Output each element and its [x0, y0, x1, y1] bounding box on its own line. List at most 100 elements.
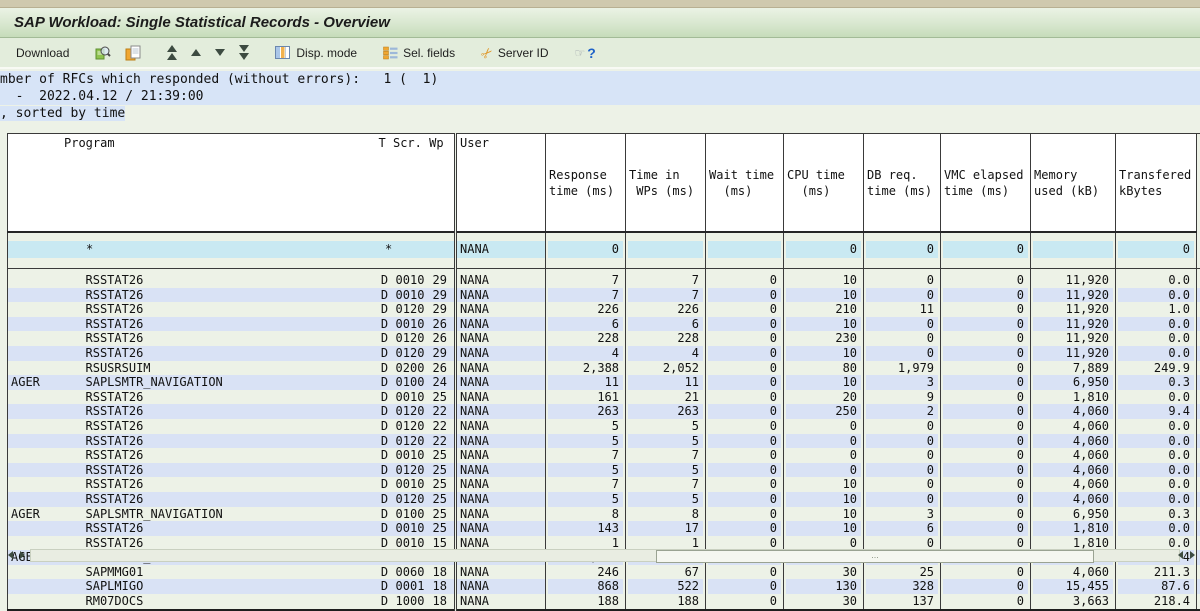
table-row[interactable]: RM07DOCS D 1000 18 NANA 188 188 0 30 137… [8, 594, 1200, 610]
cell-task-type: D [377, 419, 393, 434]
previous-page-button[interactable] [187, 47, 205, 58]
cell-user: NANA [456, 346, 546, 361]
summary-response-cell: 0 [546, 238, 626, 262]
cell-cpu-time: 10 [784, 317, 864, 332]
cell-transfered-kbytes: 0.0 [1116, 390, 1197, 405]
cell-response-time: 5 [546, 419, 626, 434]
scroll-right-button[interactable] [1186, 549, 1198, 560]
cell-cpu-time: 80 [784, 361, 864, 376]
table-row[interactable]: SAPMMG01 D 0060 18 NANA 246 67 0 30 25 0… [8, 565, 1200, 580]
cell-time-in-wps: 7 [626, 288, 706, 303]
table-row[interactable]: RSSTAT26 D 0010 25 NANA 143 17 0 10 6 0 … [8, 521, 1200, 536]
search-button[interactable] [91, 43, 115, 63]
cell-db-req-time: 0 [864, 317, 941, 332]
scrollbar-thumb[interactable]: ... [656, 550, 1094, 563]
cell-transfered-kbytes: 249.9 [1116, 361, 1197, 376]
col-header-program[interactable]: Program [8, 134, 377, 233]
copy-button[interactable] [121, 43, 145, 63]
table-row[interactable]: RSSTAT26 D 0120 22 NANA 263 263 0 250 2 … [8, 404, 1200, 419]
cell-time-in-wps: 11 [626, 375, 706, 390]
table-row[interactable]: RSSTAT26 D 0010 25 NANA 7 7 0 10 0 0 4,0… [8, 477, 1200, 492]
scroll-right-button-left-pair[interactable] [16, 549, 28, 560]
scroll-left-button-right-pair[interactable] [1174, 549, 1186, 560]
col-header-t-scr-wp[interactable]: T Scr. Wp [377, 134, 456, 233]
scrollbar-track[interactable]: ... [30, 549, 1180, 562]
cell-transfered-kbytes: 0.0 [1116, 521, 1197, 536]
server-id-label: Server ID [498, 46, 549, 60]
cell-vmc-elapsed: 0 [941, 288, 1031, 303]
summary-user-cell: NANA [456, 238, 546, 262]
cell-user: NANA [456, 521, 546, 536]
cell-program: SAPLSMTR_NAVIGATION [84, 375, 377, 390]
scroll-left-button[interactable] [4, 549, 16, 560]
table-row[interactable]: RSSTAT26 D 0120 25 NANA 5 5 0 10 0 0 4,0… [8, 492, 1200, 507]
cell-program: SAPLSMTR_NAVIGATION [84, 507, 377, 522]
cell-vmc-elapsed: 0 [941, 273, 1031, 288]
table-row[interactable]: RSSTAT26 D 0010 29 NANA 7 7 0 10 0 0 11,… [8, 288, 1200, 303]
table-row[interactable]: RSSTAT26 D 0010 25 NANA 161 21 0 20 9 0 … [8, 390, 1200, 405]
cell-memory-used: 11,920 [1031, 302, 1116, 317]
cell-overflow [1197, 331, 1200, 346]
table-row[interactable]: RSSTAT26 D 0120 26 NANA 228 228 0 230 0 … [8, 331, 1200, 346]
col-header-db-req-time[interactable]: DB req.time (ms) [864, 134, 941, 233]
table-row[interactable]: RSSTAT26 D 0120 29 NANA 4 4 0 10 0 0 11,… [8, 346, 1200, 361]
cell-memory-used: 11,920 [1031, 331, 1116, 346]
download-button[interactable]: Download [12, 44, 73, 62]
table-row[interactable]: RSSTAT26 D 0010 25 NANA 7 7 0 0 0 0 4,06… [8, 448, 1200, 463]
cell-screen: 0120 [393, 404, 431, 419]
cell-program: RSSTAT26 [84, 434, 377, 449]
last-page-button[interactable] [235, 43, 253, 62]
cell-wait-time: 0 [706, 346, 784, 361]
disp-mode-label: Disp. mode [296, 46, 357, 60]
summary-cpu-cell: 0 [784, 238, 864, 262]
cell-prefix [8, 390, 84, 405]
cell-time-in-wps: 67 [626, 565, 706, 580]
server-id-button[interactable]: ✂ Server ID [477, 44, 552, 62]
cell-user: NANA [456, 361, 546, 376]
cell-overflow [1197, 390, 1200, 405]
table-row[interactable]: RSUSRSUIM D 0200 26 NANA 2,388 2,052 0 8… [8, 361, 1200, 376]
cell-screen: 0060 [393, 565, 431, 580]
col-header-wait-time[interactable]: Wait time (ms) [706, 134, 784, 233]
next-page-button[interactable] [211, 47, 229, 58]
table-row[interactable]: RSSTAT26 D 0010 29 NANA 7 7 0 10 0 0 11,… [8, 273, 1200, 288]
cell-prefix [8, 302, 84, 317]
help-button[interactable]: ☞ ? [571, 43, 600, 63]
col-header-cpu-time[interactable]: CPU time (ms) [784, 134, 864, 233]
cell-transfered-kbytes: 218.4 [1116, 594, 1197, 610]
cell-screen: 0010 [393, 273, 431, 288]
up-arrow-icon [191, 49, 201, 56]
cell-screen: 0200 [393, 361, 431, 376]
table-row[interactable]: RSSTAT26 D 0120 22 NANA 5 5 0 0 0 0 4,06… [8, 419, 1200, 434]
cell-transfered-kbytes: 0.0 [1116, 477, 1197, 492]
table-row[interactable]: SAPLMIGO D 0001 18 NANA 868 522 0 130 32… [8, 579, 1200, 594]
cell-overflow [1197, 579, 1200, 594]
first-page-button[interactable] [163, 43, 181, 62]
cell-prefix [8, 331, 84, 346]
cell-cpu-time: 10 [784, 507, 864, 522]
table-row[interactable]: RSSTAT26 D 0120 29 NANA 226 226 0 210 11… [8, 302, 1200, 317]
summary-program-star: * [86, 241, 93, 258]
table-row[interactable]: AGER SAPLSMTR_NAVIGATION D 0100 24 NANA … [8, 375, 1200, 390]
col-header-user[interactable]: User [456, 134, 546, 233]
cell-wp: 26 [431, 331, 456, 346]
cell-overflow [1197, 434, 1200, 449]
summary-row[interactable]: * * NANA 0 0 0 0 0 [8, 238, 1200, 262]
sel-fields-button[interactable]: Sel. fields [379, 44, 459, 62]
cell-user: NANA [456, 404, 546, 419]
table-row[interactable]: AGER SAPLSMTR_NAVIGATION D 0100 25 NANA … [8, 507, 1200, 522]
col-header-time-in-wps[interactable]: Time in WPs (ms) [626, 134, 706, 233]
cell-wait-time: 0 [706, 375, 784, 390]
table-row[interactable]: RSSTAT26 D 0010 26 NANA 6 6 0 10 0 0 11,… [8, 317, 1200, 332]
cell-response-time: 188 [546, 594, 626, 610]
cell-prefix [8, 565, 84, 580]
disp-mode-button[interactable]: Disp. mode [271, 43, 361, 62]
table-row[interactable]: RSSTAT26 D 0120 22 NANA 5 5 0 0 0 0 4,06… [8, 434, 1200, 449]
cell-overflow [1197, 404, 1200, 419]
table-row[interactable]: RSSTAT26 D 0120 25 NANA 5 5 0 0 0 0 4,06… [8, 463, 1200, 478]
cell-memory-used: 3,663 [1031, 594, 1116, 610]
